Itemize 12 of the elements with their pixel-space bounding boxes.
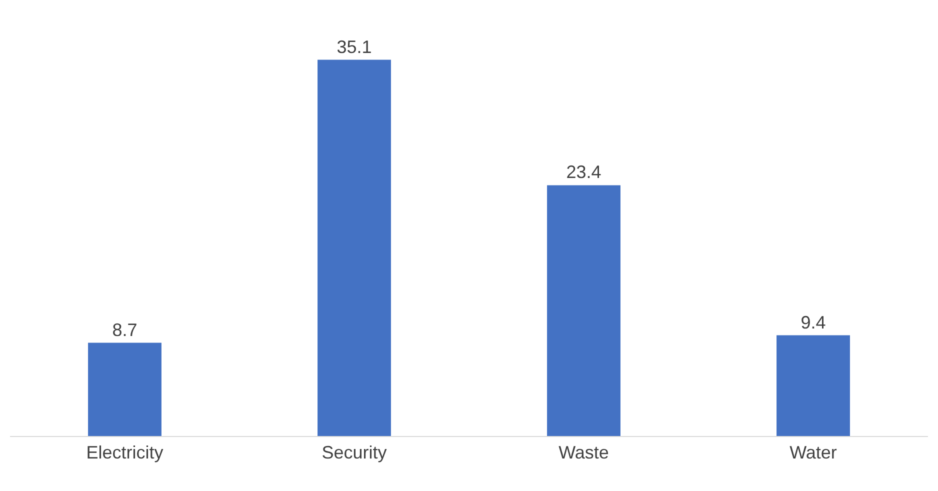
bar	[318, 60, 391, 436]
bar	[88, 342, 162, 436]
bar	[547, 185, 620, 436]
x-tick-label: Security	[322, 442, 387, 463]
bar	[776, 335, 850, 436]
data-label: 8.7	[112, 320, 138, 340]
x-tick-label: Water	[790, 442, 837, 463]
x-tick-label: Electricity	[86, 442, 164, 463]
data-label: 23.4	[566, 162, 602, 182]
x-tick-label: Waste	[558, 442, 609, 463]
data-label: 35.1	[336, 36, 372, 57]
data-label: 9.4	[800, 312, 826, 332]
